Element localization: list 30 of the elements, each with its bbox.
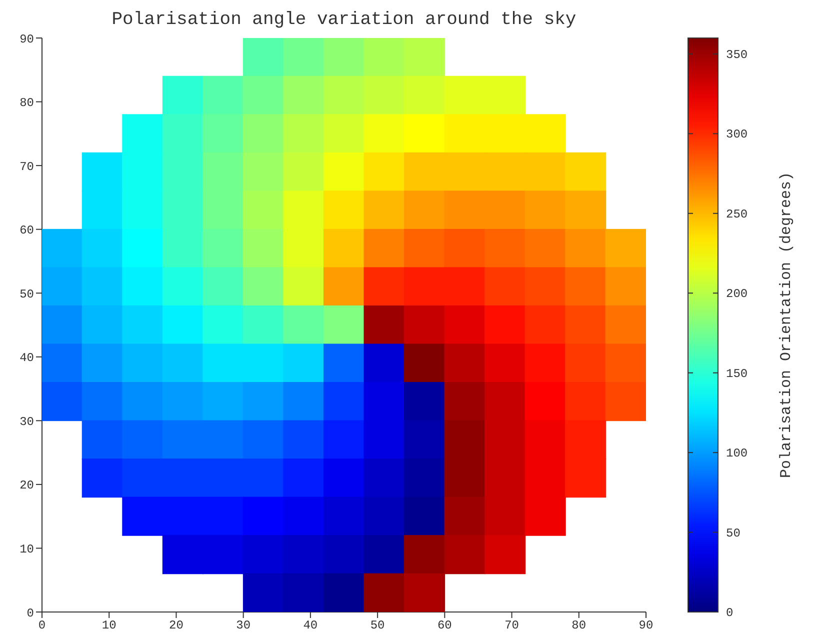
color-bar-label: 300 — [726, 128, 748, 142]
y-tick-label: 0 — [26, 606, 34, 620]
x-tick-label: 0 — [38, 618, 46, 633]
x-tick-label: 70 — [504, 618, 519, 633]
color-bar-label: 50 — [726, 526, 740, 540]
y-tick-label: 50 — [20, 287, 34, 302]
x-tick-label: 10 — [102, 618, 116, 633]
color-bar-label: 0 — [726, 606, 734, 620]
color-bar-label: 150 — [726, 366, 748, 381]
x-tick-label: 80 — [572, 618, 586, 633]
x-tick-label: 90 — [638, 618, 654, 633]
x-tick-label: 50 — [370, 618, 385, 633]
y-tick-label: 40 — [20, 351, 34, 366]
y-tick-label: 60 — [20, 224, 34, 238]
color-bar-title: Polarisation Orientation (degrees) — [778, 172, 795, 478]
y-tick-label: 80 — [20, 96, 34, 110]
color-bar-label: 200 — [726, 287, 748, 302]
x-tick-label: 60 — [437, 618, 452, 633]
y-tick-label: 30 — [20, 414, 34, 429]
x-tick-label: 20 — [169, 618, 184, 633]
color-bar-label: 350 — [726, 48, 748, 62]
x-tick-label: 30 — [236, 618, 251, 633]
color-bar-label: 100 — [726, 446, 748, 461]
y-tick-label: 90 — [20, 32, 34, 46]
y-tick-label: 70 — [20, 160, 34, 174]
color-bar-label: 250 — [726, 207, 748, 222]
chart-title: Polarisation angle variation around the sky — [110, 10, 578, 30]
y-tick-label: 10 — [20, 542, 34, 556]
y-tick-label: 20 — [20, 478, 34, 493]
x-tick-label: 40 — [303, 618, 318, 633]
